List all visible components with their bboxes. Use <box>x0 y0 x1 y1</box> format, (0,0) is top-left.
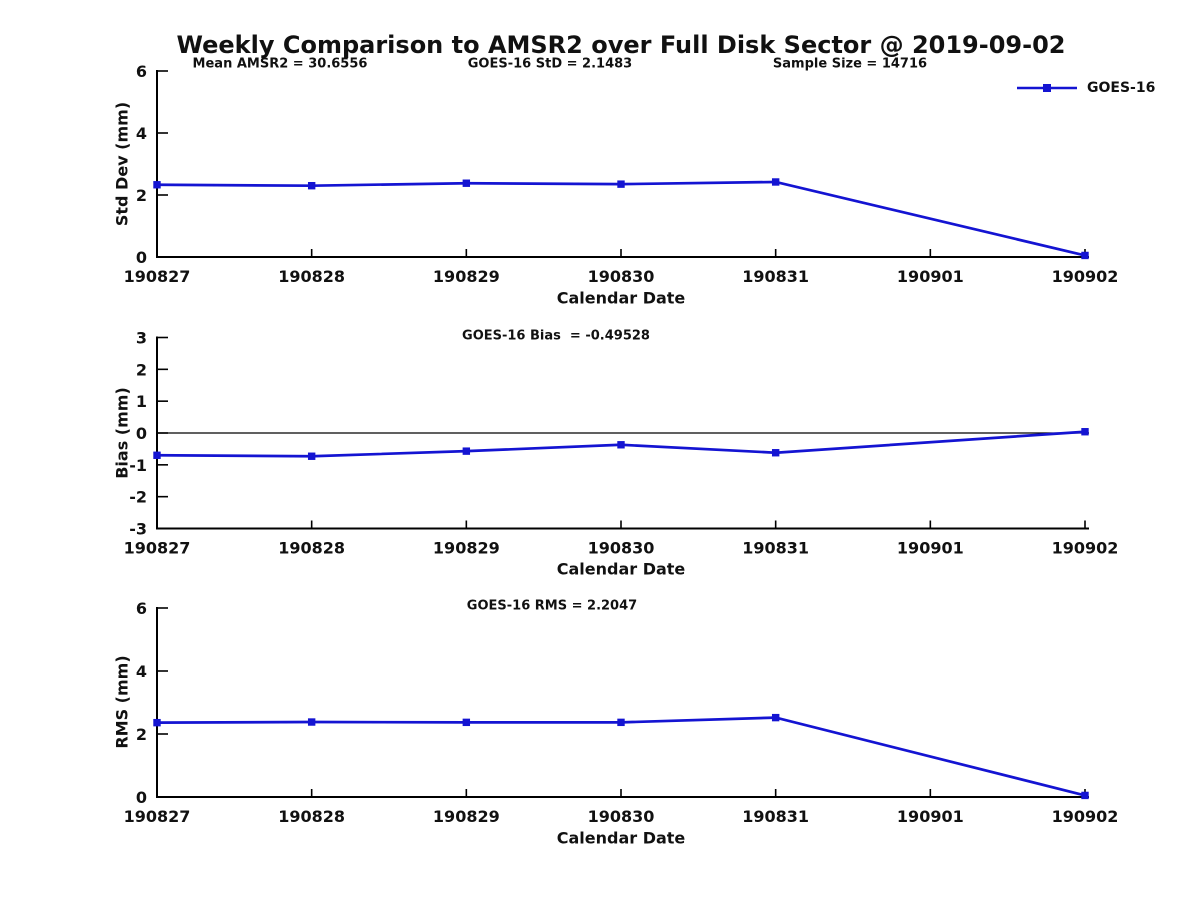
y-tick-label: 1 <box>136 392 147 411</box>
y-tick-label: 4 <box>136 124 147 143</box>
x-tick-label: 190901 <box>897 807 964 826</box>
series-line <box>156 180 1086 257</box>
x-tick-label: 190831 <box>742 807 809 826</box>
x-tick-label: 190902 <box>1052 539 1119 558</box>
y-tick-label: 4 <box>136 662 147 681</box>
data-point-marker <box>617 441 625 449</box>
x-tick-label: 190831 <box>742 267 809 286</box>
data-point-marker <box>153 181 161 189</box>
x-tick-label: 190902 <box>1052 267 1119 286</box>
annotation-goes16-rms: GOES-16 RMS = 2.2047 <box>466 598 638 614</box>
annotation-sample-size: Sample Size = 14716 <box>772 56 928 72</box>
y-tick-label: 6 <box>136 62 147 81</box>
y-tick-label: 0 <box>136 788 147 807</box>
x-tick-label: 190829 <box>433 267 500 286</box>
data-point-marker <box>1081 428 1089 436</box>
data-point-marker <box>462 447 471 455</box>
legend-label: GOES-16 <box>1087 80 1156 96</box>
x-tick-label: 190829 <box>433 807 500 826</box>
legend-marker <box>1043 84 1051 92</box>
data-point-marker <box>771 449 780 457</box>
data-point-marker <box>462 718 471 727</box>
series-line <box>156 716 1086 797</box>
x-tick-label: 190831 <box>742 539 809 558</box>
y-tick-label: 2 <box>136 186 147 205</box>
y-tick-label: 2 <box>136 725 147 744</box>
y-tick-label: -1 <box>129 456 147 475</box>
data-point-marker <box>462 179 471 187</box>
x-axis-label-middle: Calendar Date <box>556 559 686 579</box>
figure-title: Weekly Comparison to AMSR2 over Full Dis… <box>176 31 1066 59</box>
x-tick-label: 190827 <box>124 267 191 286</box>
x-tick-label: 190830 <box>588 539 655 558</box>
x-axis-label-bottom: Calendar Date <box>556 828 686 848</box>
data-point-marker <box>153 718 161 727</box>
y-tick-label: -3 <box>129 520 147 539</box>
y-tick-label: 6 <box>136 599 147 618</box>
legend: GOES-16 <box>1016 80 1155 96</box>
x-tick-label: 190828 <box>278 807 345 826</box>
x-tick-label: 190829 <box>433 539 500 558</box>
y-tick-label: 3 <box>136 329 147 348</box>
annotation-mean-amsr2: Mean AMSR2 = 30.6556 <box>192 56 368 72</box>
data-point-marker <box>307 452 316 460</box>
y-tick-label: 0 <box>136 248 147 267</box>
y-tick-label: 0 <box>136 424 147 443</box>
data-point-marker <box>1081 251 1089 260</box>
data-point-marker <box>771 713 780 722</box>
x-tick-label: 190828 <box>278 539 345 558</box>
annotation-goes16-std: GOES-16 StD = 2.1483 <box>467 56 633 72</box>
data-point-marker <box>307 718 316 726</box>
legend-swatch <box>1017 84 1077 92</box>
x-tick-label: 190830 <box>588 267 655 286</box>
x-tick-label: 190901 <box>897 267 964 286</box>
series-line <box>156 430 1086 458</box>
x-axis-label-top: Calendar Date <box>556 288 686 308</box>
data-point-marker <box>307 182 316 190</box>
data-point-marker <box>617 180 625 188</box>
x-tick-label: 190827 <box>124 807 191 826</box>
data-point-marker <box>153 451 161 459</box>
x-tick-label: 190827 <box>124 539 191 558</box>
x-tick-label: 190828 <box>278 267 345 286</box>
y-tick-label: 2 <box>136 360 147 379</box>
data-point-marker <box>771 178 780 186</box>
x-tick-label: 190902 <box>1052 807 1119 826</box>
annotation-goes16-bias: GOES-16 Bias = -0.49528 <box>462 328 650 344</box>
data-point-marker <box>617 718 625 727</box>
data-point-marker <box>1081 791 1089 800</box>
x-tick-label: 190901 <box>897 539 964 558</box>
y-tick-label: -2 <box>129 488 147 507</box>
x-tick-label: 190830 <box>588 807 655 826</box>
